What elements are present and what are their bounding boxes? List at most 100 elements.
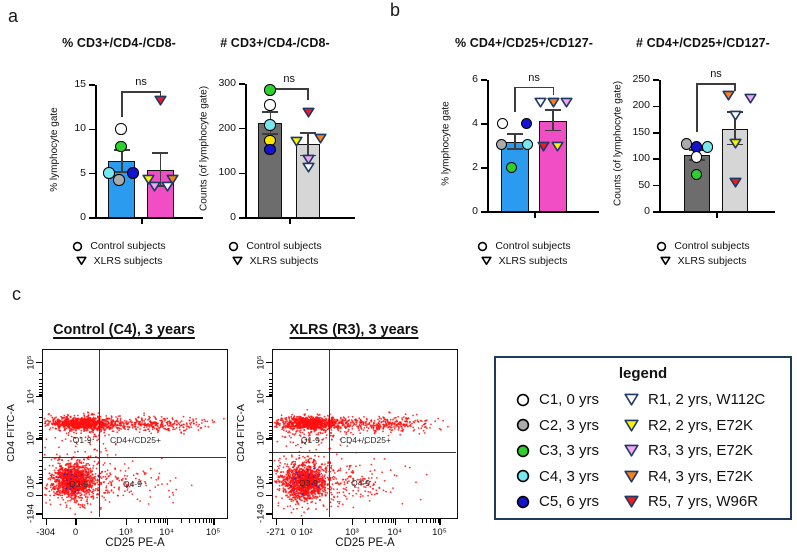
y-tick (89, 128, 95, 131)
flow-y-minor-tick (38, 409, 42, 411)
plot-area: 0 50 100 150 200 250 ns (632, 68, 775, 218)
triangle-marker-icon (624, 470, 639, 483)
flow-y-minor-tick (268, 391, 272, 393)
flow-y-minor-tick (38, 432, 42, 434)
triangle-marker-icon (301, 107, 315, 118)
flow-y-minor-tick (38, 372, 42, 374)
bar-control (500, 141, 529, 212)
y-tick (239, 217, 245, 219)
data-point-C3 (264, 84, 276, 96)
flow-y-minor-tick (38, 481, 42, 483)
flow-x-minor-tick (137, 519, 139, 523)
legend-row-control: Control subjects (72, 240, 166, 252)
circle-marker-icon (73, 241, 83, 251)
triangle-marker-icon (480, 256, 492, 266)
legend-row-xlrs: XLRS subjects (480, 255, 568, 267)
data-point-R3 (560, 97, 573, 108)
legend-entry-label: C5, 6 yrs (539, 493, 600, 510)
circle-marker-icon (516, 393, 530, 406)
legend-entry-R2: R2, 2 yrs, E72K (624, 417, 753, 434)
triangle-marker-icon (301, 155, 315, 166)
quadrant-divider-horizontal (43, 457, 226, 459)
flow-x-axis-label: CD25 PE-A (105, 537, 165, 549)
data-point-C1 (496, 117, 509, 130)
data-point-R1 (301, 162, 315, 174)
error-bar-cap-bottom (545, 129, 562, 132)
flow-plot-control: Control (C4), 3 years Q1-9 CD4+/CD25+ Q3-9 Q… (5, 322, 232, 553)
sig-bracket-h (121, 91, 161, 93)
flow-x-tick-label: 10³ (118, 527, 133, 538)
flow-y-minor-tick (268, 417, 272, 418)
flow-x-tick-label: -271 (266, 527, 286, 538)
flow-x-minor-tick (157, 519, 159, 523)
flow-y-tick (266, 513, 272, 515)
control-subjects-label: Control subjects (90, 240, 166, 252)
x-axis (487, 211, 599, 213)
error-bar-cap-bottom (506, 148, 523, 151)
flow-y-tick (266, 395, 272, 398)
data-point-C1 (115, 123, 127, 135)
flow-y-tick (266, 361, 272, 364)
flow-y-minor-tick (268, 460, 272, 462)
legend-entry-label: C4, 3 yrs (539, 467, 600, 485)
y-tick (653, 211, 659, 213)
flow-y-axis-label: CD4 FITC-A (5, 404, 17, 462)
flow-y-minor-tick (268, 470, 272, 472)
legend-entry-label: R4, 3 yrs, E72K (648, 467, 754, 485)
triangle-marker-icon (534, 97, 547, 108)
triangle-marker-icon (624, 444, 639, 457)
triangle-marker-icon (313, 133, 327, 144)
y-tick-label: 0 (230, 211, 236, 223)
triangle-marker-icon (301, 163, 315, 174)
y-tick (653, 132, 659, 134)
data-point-R5 (728, 177, 742, 189)
flow-x-minor-tick (208, 519, 210, 523)
triangle-marker-icon (721, 90, 735, 101)
data-point-R4 (547, 97, 560, 108)
flow-y-axis-label: CD4 FITC-A (235, 404, 247, 462)
flow-y-tick (266, 494, 272, 496)
flow-y-tick-label: 10³ (25, 431, 37, 446)
chart-title: # CD4+/CD25+/CD127- (636, 36, 770, 50)
triangle-marker-icon (560, 97, 573, 108)
flow-y-minor-tick (38, 473, 42, 475)
flow-y-minor-tick (268, 481, 272, 483)
bar-control (684, 154, 710, 212)
flow-x-minor-tick (390, 519, 392, 523)
flow-y-tick-label: 10⁵ (255, 354, 267, 370)
flow-y-minor-tick (268, 409, 272, 411)
flow-plot-title: XLRS (R3), 3 years (289, 322, 419, 338)
plot-area: 0 5 10 15 ns (74, 76, 203, 224)
significance-label: ns (710, 68, 722, 81)
sig-bracket-drop (514, 86, 516, 112)
flow-x-minor-tick (145, 519, 147, 523)
flow-y-minor-tick (38, 417, 42, 418)
triangle-marker-icon (728, 138, 742, 149)
flow-y-minor-tick (268, 465, 272, 467)
control-subjects-label: Control subjects (495, 240, 571, 252)
flow-x-tick-label: 10⁴ (159, 527, 174, 538)
panel-label-a: a (8, 6, 19, 26)
triangle-marker-icon (75, 256, 87, 266)
flow-y-tick (36, 482, 42, 484)
flow-x-tick-label: 10⁵ (205, 527, 221, 538)
flow-y-minor-tick (268, 378, 272, 380)
y-axis-label: % lymphocyte gate (440, 101, 452, 186)
flow-x-minor-tick (437, 519, 439, 523)
flow-y-minor-tick (38, 429, 42, 431)
y-tick-label: 150 (632, 125, 650, 138)
error-bar-cap-top (262, 111, 279, 114)
control-subjects-label: Control subjects (674, 240, 750, 252)
flow-y-minor-tick (268, 437, 272, 439)
flow-x-minor-tick (429, 519, 431, 523)
y-tick (653, 184, 659, 187)
flow-y-minor-tick (38, 465, 42, 467)
y-tick (89, 84, 95, 86)
y-tick (89, 172, 95, 175)
chart-group-legend: Control subjects XLRS subjects (40, 240, 198, 267)
flow-x-tick-label: 10⁵ (432, 527, 447, 538)
bar-chart-pct-cd3: % CD3+/CD4-/CD8- 0 5 10 15 ns % lymphocyte gat… (40, 30, 203, 290)
triangle-marker-icon (551, 141, 564, 152)
xlrs-subjects-label: XLRS subjects (498, 255, 568, 267)
flow-x-tick-label: 0 (72, 527, 79, 538)
